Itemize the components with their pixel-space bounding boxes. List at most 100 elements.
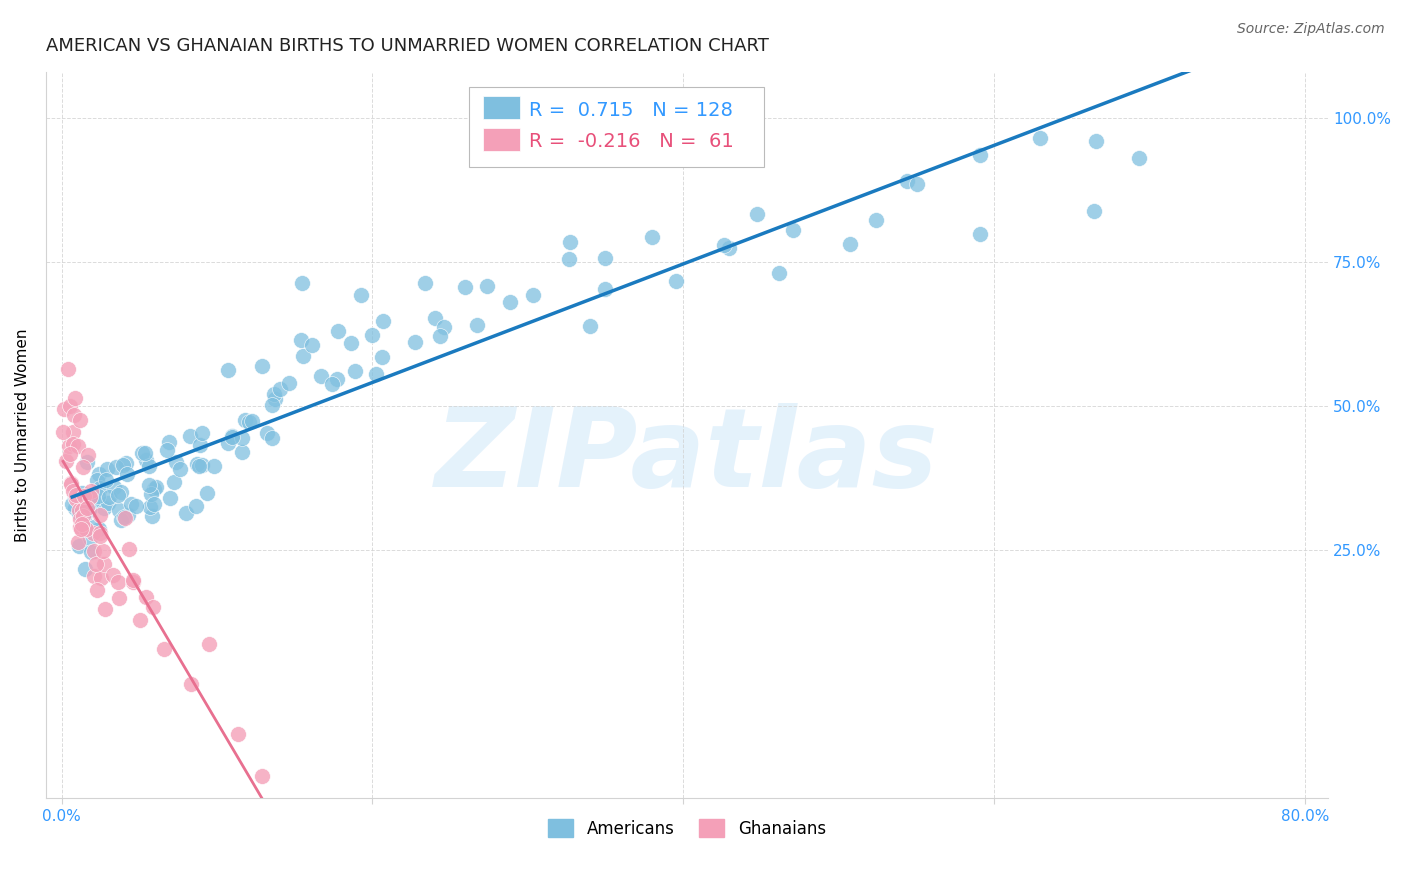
- Point: [143, 482, 166, 496]
- Point: [262, 398, 284, 412]
- Point: [262, 431, 284, 445]
- Point: [301, 338, 323, 352]
- Point: [112, 458, 135, 472]
- Point: [838, 237, 860, 252]
- Point: [195, 486, 218, 500]
- Point: [896, 174, 918, 188]
- Point: [465, 318, 488, 333]
- Point: [55, 454, 77, 468]
- Point: [122, 573, 145, 587]
- Point: [157, 434, 180, 449]
- Point: [169, 462, 191, 476]
- Point: [59, 475, 82, 490]
- Point: [66, 439, 89, 453]
- Point: [907, 177, 929, 191]
- Point: [76, 455, 98, 469]
- Point: [82, 493, 104, 508]
- Point: [202, 458, 225, 473]
- Point: [269, 382, 291, 396]
- Point: [93, 501, 115, 516]
- Point: [217, 363, 239, 377]
- Point: [221, 430, 243, 444]
- Point: [91, 544, 114, 558]
- Point: [89, 526, 111, 541]
- Point: [86, 473, 108, 487]
- Point: [65, 488, 87, 502]
- Point: [125, 499, 148, 513]
- Point: [103, 480, 125, 494]
- Point: [240, 414, 263, 428]
- Point: [96, 462, 118, 476]
- Point: [131, 446, 153, 460]
- Legend: Americans, Ghanaians: Americans, Ghanaians: [541, 813, 832, 844]
- Point: [76, 449, 98, 463]
- Point: [454, 280, 477, 294]
- Point: [145, 480, 167, 494]
- Point: [63, 391, 86, 405]
- Point: [79, 503, 101, 517]
- Point: [79, 545, 101, 559]
- Point: [264, 392, 287, 406]
- Point: [718, 241, 741, 255]
- Point: [969, 227, 991, 241]
- Point: [72, 509, 94, 524]
- Point: [768, 266, 790, 280]
- Point: [89, 481, 111, 495]
- Point: [60, 497, 83, 511]
- FancyBboxPatch shape: [470, 87, 763, 167]
- Text: ZIPatlas: ZIPatlas: [436, 403, 939, 510]
- FancyBboxPatch shape: [484, 128, 520, 152]
- Point: [231, 445, 253, 459]
- Point: [277, 376, 299, 390]
- Point: [84, 557, 107, 571]
- Point: [290, 333, 312, 347]
- Point: [142, 600, 165, 615]
- Point: [364, 368, 387, 382]
- Point: [423, 311, 446, 326]
- Point: [139, 500, 162, 515]
- Point: [152, 642, 174, 657]
- Point: [165, 455, 187, 469]
- Point: [89, 522, 111, 536]
- Point: [326, 324, 349, 338]
- Point: [80, 483, 103, 498]
- Point: [475, 279, 498, 293]
- Point: [665, 274, 688, 288]
- Point: [326, 372, 349, 386]
- Point: [159, 491, 181, 506]
- Point: [135, 590, 157, 604]
- Point: [62, 425, 84, 440]
- Point: [89, 508, 111, 522]
- Point: [69, 413, 91, 427]
- Point: [72, 508, 94, 523]
- Point: [250, 769, 273, 783]
- Point: [67, 506, 90, 520]
- Point: [782, 222, 804, 236]
- Point: [70, 522, 93, 536]
- Point: [155, 442, 177, 457]
- Point: [87, 467, 110, 481]
- Point: [139, 487, 162, 501]
- Point: [433, 320, 456, 334]
- Point: [197, 637, 219, 651]
- Point: [163, 475, 186, 489]
- Point: [93, 557, 115, 571]
- Point: [101, 567, 124, 582]
- Point: [238, 415, 260, 429]
- Point: [221, 429, 243, 443]
- Point: [179, 429, 201, 443]
- Point: [63, 408, 86, 422]
- Point: [174, 506, 197, 520]
- Point: [180, 677, 202, 691]
- Point: [62, 436, 84, 450]
- FancyBboxPatch shape: [484, 96, 520, 120]
- Point: [713, 238, 735, 252]
- Point: [641, 230, 664, 244]
- Point: [107, 488, 129, 502]
- Point: [72, 459, 94, 474]
- Point: [53, 402, 76, 417]
- Point: [142, 497, 165, 511]
- Point: [1084, 134, 1107, 148]
- Text: R =  0.715   N = 128: R = 0.715 N = 128: [529, 101, 733, 120]
- Point: [107, 591, 129, 606]
